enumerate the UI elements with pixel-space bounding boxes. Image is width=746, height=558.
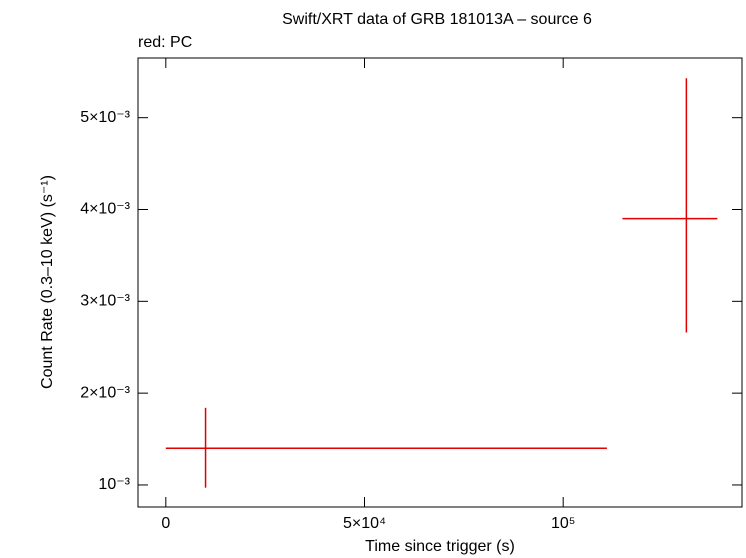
y-tick-label: 2×10⁻³ (80, 384, 130, 401)
x-tick-label: 0 (161, 515, 170, 532)
x-axis-label: Time since trigger (s) (365, 538, 515, 555)
chart-title: Swift/XRT data of GRB 181013A – source 6 (282, 11, 592, 28)
annotation: red: PC (138, 34, 192, 51)
y-axis-label: Count Rate (0.3–10 keV) (s⁻¹) (39, 175, 56, 389)
x-tick-label: 10⁵ (551, 515, 575, 532)
y-tick-label: 5×10⁻³ (80, 109, 130, 126)
plot-frame (137, 57, 743, 508)
y-tick-label: 3×10⁻³ (80, 293, 130, 310)
y-tick-label: 10⁻³ (98, 476, 130, 493)
x-tick-label: 5×10⁴ (343, 515, 386, 532)
y-tick-label: 4×10⁻³ (80, 201, 130, 218)
